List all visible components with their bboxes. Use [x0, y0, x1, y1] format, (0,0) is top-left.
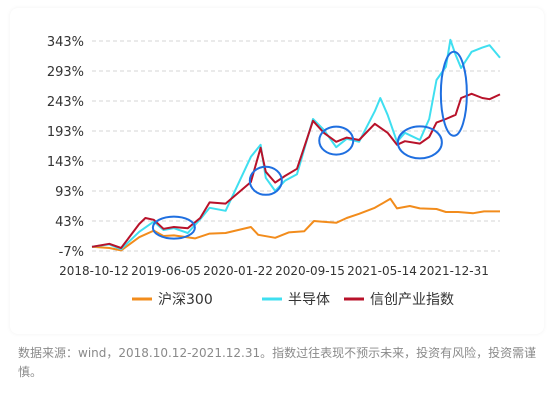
x-tick-label: 2020-09-15: [275, 264, 345, 278]
y-tick-label: 93%: [55, 185, 84, 200]
x-tick-label: 2018-10-12: [59, 264, 129, 278]
legend-label: 半导体: [288, 292, 330, 308]
y-tick-label: 243%: [47, 95, 84, 110]
series-line: [91, 92, 501, 249]
y-tick-label: 293%: [47, 65, 84, 80]
chart-legend: 沪深300 半导体 信创产业指数: [132, 292, 454, 308]
chart-series: [91, 38, 501, 252]
x-tick-label: 2021-12-31: [419, 264, 489, 278]
highlight-ellipse: [248, 165, 283, 196]
data-source-note: 数据来源：wind，2018.10.12-2021.12.31。指数过往表现不预…: [18, 346, 537, 379]
x-tick-label: 2019-06-05: [131, 264, 201, 278]
highlight-ellipse: [318, 125, 355, 156]
x-axis-ticks: 2018-10-12 2019-06-05 2020-01-22 2020-09-15…: [59, 264, 489, 278]
line-chart: 343% 293% 243% 193% 143% 93% 43% -7% 2018-10-12…: [47, 35, 501, 308]
y-tick-label: -7%: [59, 245, 84, 260]
y-axis-ticks: 343% 293% 243% 193% 143% 93% 43% -7%: [47, 35, 84, 260]
y-tick-label: 43%: [55, 215, 84, 230]
x-tick-label: 2020-01-22: [203, 264, 273, 278]
series-line: [91, 197, 500, 252]
highlight-ellipse: [439, 50, 468, 137]
highlight-ellipse: [151, 215, 196, 240]
legend-label: 信创产业指数: [370, 292, 454, 308]
x-tick-label: 2021-05-14: [347, 264, 417, 278]
y-tick-label: 343%: [47, 35, 84, 50]
legend-label: 沪深300: [158, 292, 213, 308]
y-tick-label: 193%: [47, 125, 84, 140]
chart-highlights: [151, 50, 468, 240]
chart-card: 343% 293% 243% 193% 143% 93% 43% -7% 2018-10-12…: [10, 8, 544, 334]
highlight-ellipse: [396, 125, 443, 160]
y-tick-label: 143%: [47, 155, 84, 170]
